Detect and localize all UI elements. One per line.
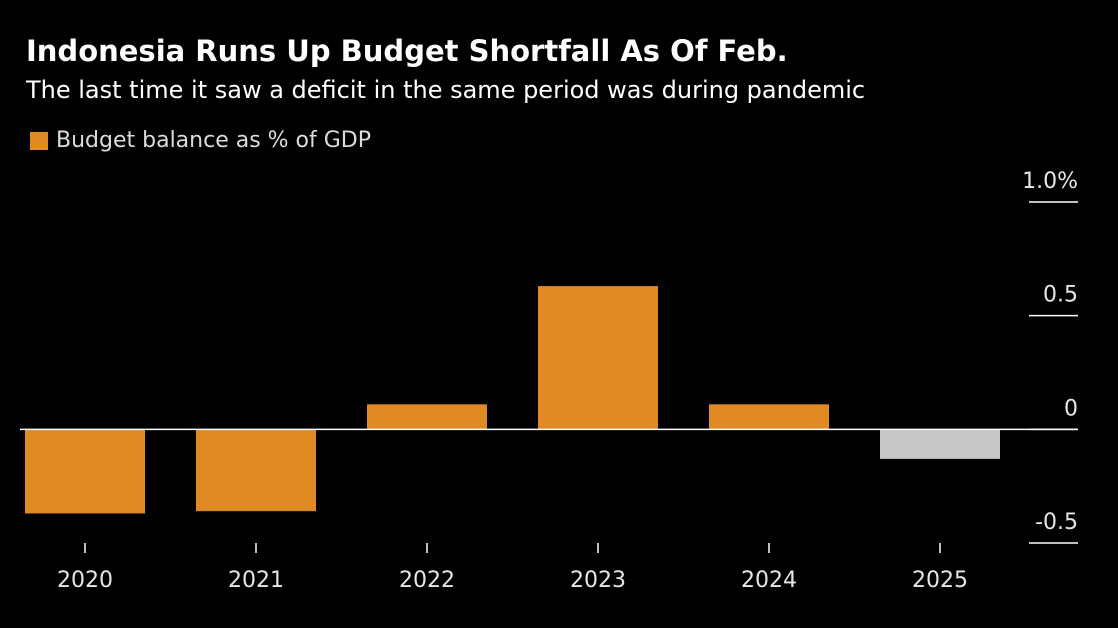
x-tick-label: 2023 (570, 568, 626, 593)
legend-swatch (30, 131, 48, 150)
bar (880, 429, 1000, 459)
bar (709, 404, 829, 430)
x-tick-label: 2025 (912, 568, 968, 593)
bar (25, 429, 145, 514)
y-tick-label: 1.0% (1022, 169, 1078, 194)
x-tick-label: 2021 (228, 568, 284, 593)
bar (367, 404, 487, 430)
chart-subtitle: The last time it saw a deficit in the sa… (26, 76, 866, 104)
bar (196, 429, 316, 512)
x-tick-label: 2022 (399, 568, 455, 593)
x-tick-label: 2024 (741, 568, 797, 593)
x-tick-label: 2020 (57, 568, 113, 593)
legend-label: Budget balance as % of GDP (56, 128, 372, 153)
y-tick-label: 0.5 (1043, 283, 1078, 308)
y-tick-label: -0.5 (1035, 510, 1078, 535)
chart-title: Indonesia Runs Up Budget Shortfall As Of… (26, 34, 788, 68)
bar (538, 286, 658, 430)
legend: Budget balance as % of GDP (30, 128, 371, 153)
y-tick-label: 0 (1064, 396, 1078, 421)
